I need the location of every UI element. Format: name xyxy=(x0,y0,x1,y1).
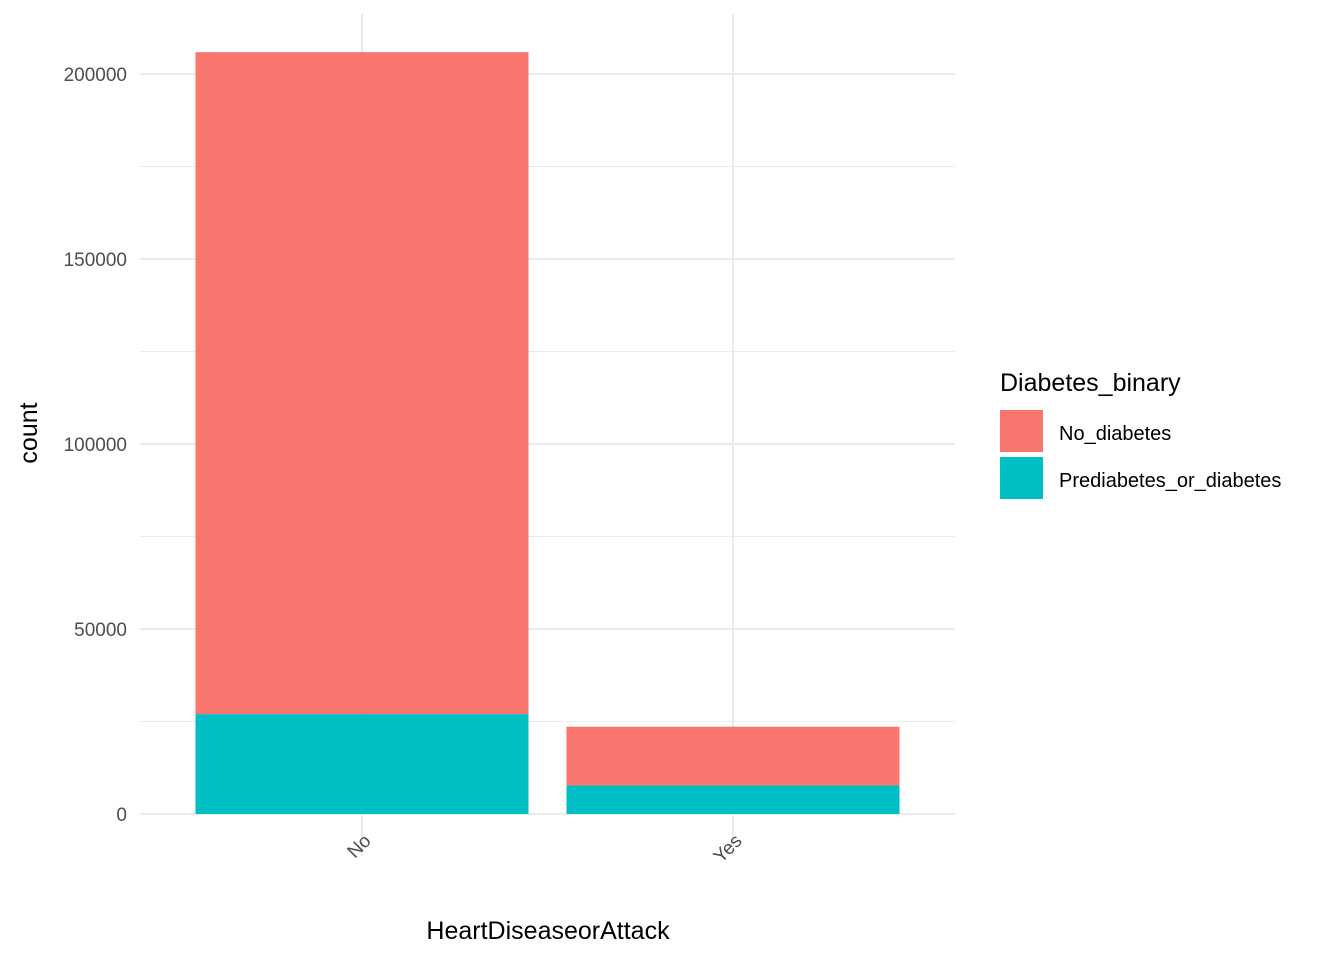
y-axis-title: count xyxy=(15,402,43,463)
bar-yes-no-diabetes xyxy=(566,726,900,786)
legend-label: No_diabetes xyxy=(1059,423,1171,445)
y-tick-label: 50000 xyxy=(74,620,127,641)
y-tick-label: 150000 xyxy=(64,250,127,271)
y-tick-label: 200000 xyxy=(64,65,127,86)
legend-label: Prediabetes_or_diabetes xyxy=(1059,470,1281,492)
x-axis-title: HeartDiseaseorAttack xyxy=(426,917,670,945)
bar-no-prediabetes-or-diabetes xyxy=(195,714,529,814)
legend-items: No_diabetes Prediabetes_or_diabetes xyxy=(1000,410,1281,499)
legend-title: Diabetes_binary xyxy=(1000,369,1181,397)
legend: Diabetes_binary No_diabetes Prediabetes_o… xyxy=(1000,369,1281,499)
bar-yes-prediabetes-or-diabetes xyxy=(566,785,900,814)
x-axis-ticks: No Yes xyxy=(344,831,747,868)
bar-no-no-diabetes xyxy=(195,52,529,715)
y-tick-label: 100000 xyxy=(64,435,127,456)
bars xyxy=(195,52,900,814)
legend-swatch xyxy=(1000,457,1043,499)
x-tick-label: No xyxy=(344,831,376,863)
x-tick-label: Yes xyxy=(710,831,747,868)
y-axis-ticks: 0 50000 100000 150000 200000 xyxy=(64,65,127,826)
legend-swatch xyxy=(1000,410,1043,452)
y-tick-label: 0 xyxy=(116,805,127,826)
